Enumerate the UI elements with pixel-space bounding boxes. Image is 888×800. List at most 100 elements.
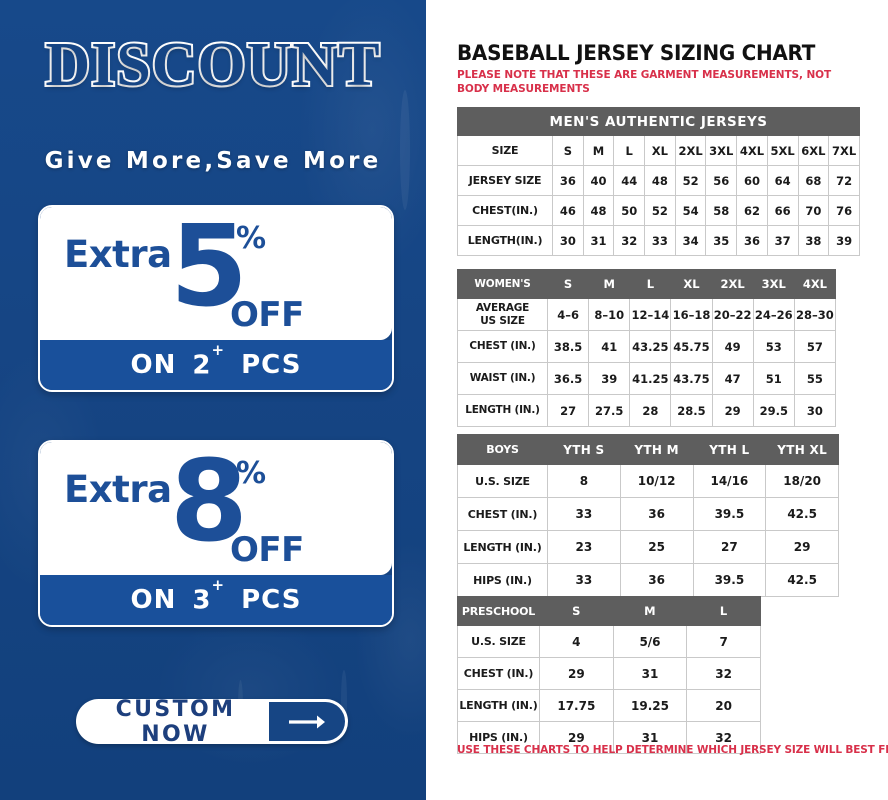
table-column-header: S (539, 596, 614, 626)
table-cell: 37 (766, 225, 799, 256)
on-label: ON (130, 350, 177, 381)
discount-card-8-percent[interactable]: Extra 8 % OFF ON 3+ PCS (38, 440, 394, 627)
table-cell: 35 (705, 225, 738, 256)
table-cell: 44 (613, 165, 646, 196)
table-column-header: XL (670, 269, 713, 299)
extra-label: Extra (64, 468, 172, 511)
table-row: CHEST (IN.) 38.5 41 43.25 45.75 49 53 57 (457, 330, 837, 363)
table-cell: 41.25 (629, 362, 672, 395)
table-column-header: YTH M (619, 434, 694, 465)
table-column-header: S (546, 269, 590, 299)
table-cell: 32 (686, 657, 761, 690)
table-row-label: JERSEY SIZE (457, 165, 553, 196)
table-cell: 68 (797, 165, 830, 196)
table-row: WAIST (IN.) 36.5 39 41.25 43.75 47 51 55 (457, 362, 837, 395)
table-row-label: CHEST (IN.) (457, 497, 548, 531)
table-column-header: 3XL (752, 269, 795, 299)
table-cell: 50 (613, 195, 646, 226)
table-womens: WOMEN'S S M L XL 2XL 3XL 4XL AVERAGE US SIZE 4–6 8–… (457, 269, 837, 427)
table-column-header: S (552, 135, 584, 166)
discount-title: DISCOUNT (43, 31, 381, 99)
table-row-label: CHEST (IN.) (457, 330, 548, 363)
table-row: CHEST (IN.) 29 31 32 (457, 657, 761, 690)
discount-card-5-percent[interactable]: Extra 5 % OFF ON 2+ PCS (38, 205, 394, 392)
table-column-header: M (588, 269, 631, 299)
table-column-header: 7XL (828, 135, 860, 166)
table-cell: 39 (828, 225, 860, 256)
table-row-label: LENGTH (IN.) (457, 530, 548, 564)
table-cell: 28.5 (670, 394, 713, 427)
table-corner-label: PRESCHOOL (457, 596, 540, 626)
table-column-header: L (629, 269, 672, 299)
off-label: OFF (230, 530, 304, 570)
table-cell: 42.5 (765, 563, 839, 597)
discount-card-body: Extra 8 % OFF (40, 442, 392, 575)
table-cell: 29 (539, 657, 614, 690)
table-cell: 38 (797, 225, 830, 256)
table-cell: 32 (686, 721, 761, 754)
table-cell: 46 (552, 195, 584, 226)
table-cell: 31 (582, 225, 615, 256)
table-row-label: AVERAGE US SIZE (457, 298, 548, 331)
table-cell: 64 (766, 165, 799, 196)
quantity-threshold: 3+ (192, 575, 226, 616)
table-cell: 19.25 (612, 689, 688, 722)
table-cell: 23 (547, 530, 621, 564)
chart-footer-note: USE THESE CHARTS TO HELP DETERMINE WHICH… (457, 744, 888, 756)
arrow-right-icon (269, 702, 345, 741)
table-mens-authentic-jerseys: MEN'S AUTHENTIC JERSEYS SIZE S M L XL 2XL 3XL 4X… (457, 107, 860, 256)
table-cell: 32 (613, 225, 646, 256)
table-cell: 36 (619, 497, 694, 531)
table-row-label: LENGTH (IN.) (457, 689, 540, 722)
table-cell: 38.5 (546, 330, 590, 363)
table-row-label: LENGTH(IN.) (457, 225, 553, 256)
table-column-header: 2XL (674, 135, 707, 166)
table-cell: 70 (797, 195, 830, 226)
chart-title: BASEBALL JERSEY SIZING CHART (457, 41, 816, 65)
custom-now-button[interactable]: CUSTOM NOW (76, 699, 348, 744)
table-column-header: 4XL (793, 269, 837, 299)
table-row-label: WAIST (IN.) (457, 362, 548, 395)
table-cell: 27 (546, 394, 590, 427)
table-column-header: YTH S (547, 434, 621, 465)
percent-sign: % (236, 221, 267, 256)
table-column-header: 6XL (797, 135, 830, 166)
table-row: LENGTH(IN.) 30 31 32 33 34 35 36 37 38 39 (457, 225, 860, 256)
table-row: LENGTH (IN.) 27 27.5 28 28.5 29 29.5 30 (457, 394, 837, 427)
table-cell: 7 (686, 625, 761, 658)
table-cell: 40 (582, 165, 615, 196)
table-cell: 36 (619, 563, 694, 597)
table-header-row: BOYS YTH S YTH M YTH L YTH XL (457, 434, 839, 465)
table-cell: 30 (793, 394, 837, 427)
promo-tagline: Give More,Save More (44, 148, 382, 174)
table-cell: 48 (644, 165, 676, 196)
table-cell: 33 (547, 497, 621, 531)
table-cell: 48 (582, 195, 615, 226)
table-row: CHEST (IN.) 33 36 39.5 42.5 (457, 497, 839, 531)
table-cell: 39.5 (692, 497, 767, 531)
table-cell: 12–14 (629, 298, 672, 331)
table-cell: 16–18 (670, 298, 713, 331)
table-corner-label: BOYS (457, 434, 548, 465)
discount-card-body: Extra 5 % OFF (40, 207, 392, 340)
table-row-label: HIPS (IN.) (457, 721, 540, 754)
table-cell: 51 (752, 362, 795, 395)
table-cell: 43.25 (629, 330, 672, 363)
table-cell: 36 (552, 165, 584, 196)
table-cell: 36.5 (546, 362, 590, 395)
table-cell: 17.75 (539, 689, 614, 722)
table-column-header: YTH XL (765, 434, 839, 465)
table-row: HIPS (IN.) 33 36 39.5 42.5 (457, 563, 839, 597)
table-cell: 8–10 (588, 298, 631, 331)
table-cell: 4–6 (546, 298, 590, 331)
discount-card-condition: ON 2+ PCS (40, 340, 392, 390)
table-cell: 25 (619, 530, 694, 564)
table-row: U.S. SIZE 8 10/12 14/16 18/20 (457, 464, 839, 498)
table-column-header: XL (644, 135, 676, 166)
table-corner-label: WOMEN'S (457, 269, 548, 299)
table-banner: MEN'S AUTHENTIC JERSEYS (457, 107, 860, 136)
table-cell: 39 (588, 362, 631, 395)
table-cell: 20–22 (711, 298, 754, 331)
table-cell: 41 (588, 330, 631, 363)
